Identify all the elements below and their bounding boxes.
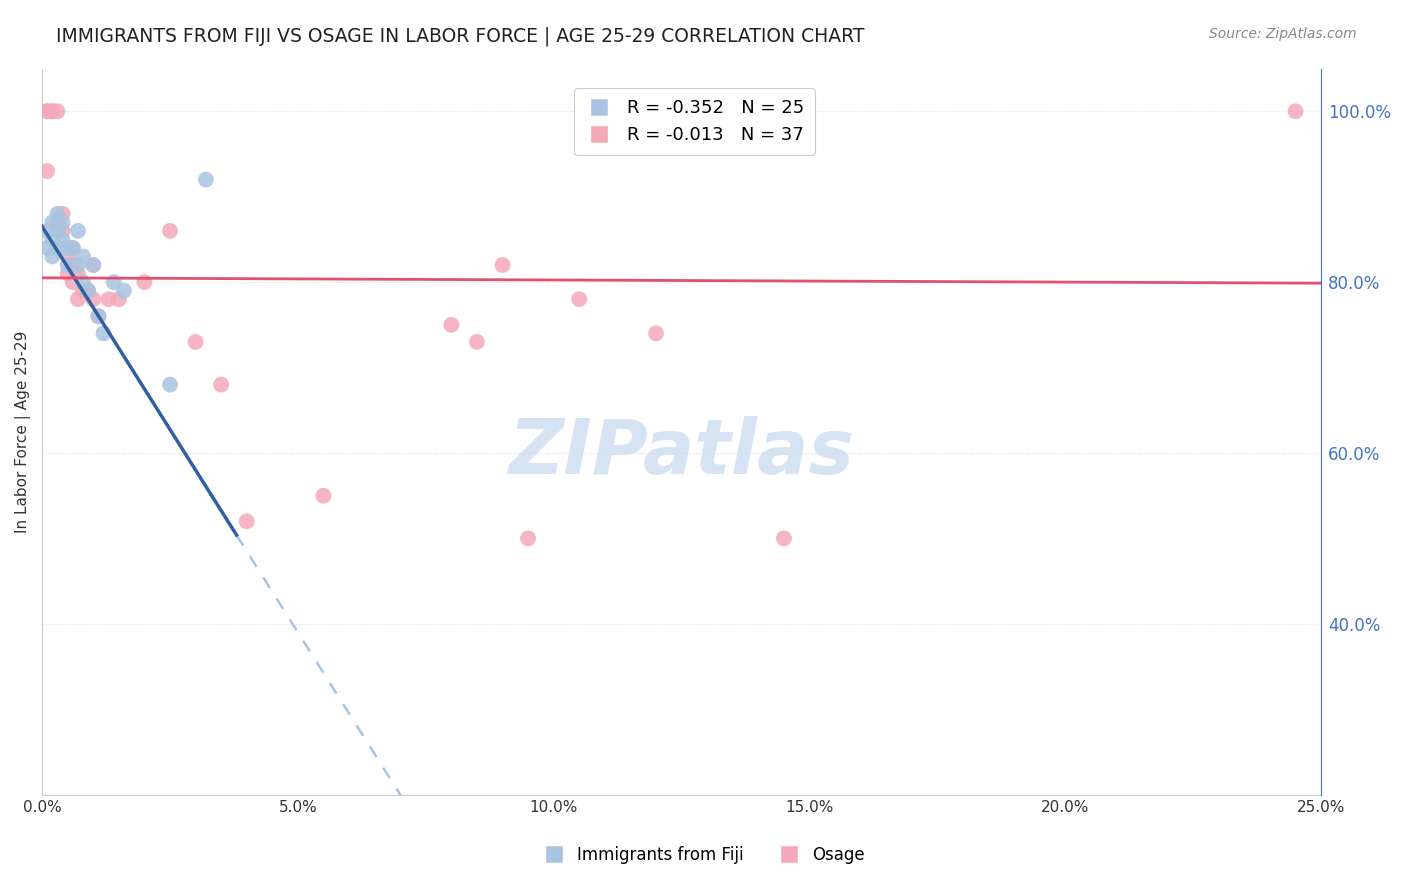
- Point: [62, 258, 84, 272]
- Text: Source: ZipAtlas.com: Source: ZipAtlas.com: [1209, 27, 1357, 41]
- Point: [56, 241, 79, 255]
- Point: [56, 258, 79, 272]
- Point: [41, 215, 63, 229]
- Point: [37, 241, 59, 255]
- Point: [41, 232, 63, 246]
- Point: [56, 267, 79, 281]
- Point: [103, 275, 125, 289]
- Point: [440, 318, 463, 332]
- Point: [66, 292, 89, 306]
- Text: ZIPatlas: ZIPatlas: [509, 417, 855, 491]
- Point: [62, 241, 84, 255]
- Point: [66, 258, 89, 272]
- Point: [41, 104, 63, 119]
- Point: [52, 215, 75, 229]
- Point: [134, 275, 156, 289]
- Point: [46, 104, 69, 119]
- Point: [87, 310, 110, 324]
- Point: [52, 207, 75, 221]
- Point: [568, 292, 591, 306]
- Point: [194, 172, 217, 186]
- Point: [77, 284, 100, 298]
- Point: [82, 292, 104, 306]
- Point: [37, 104, 59, 119]
- Point: [41, 250, 63, 264]
- Point: [312, 489, 335, 503]
- Point: [66, 224, 89, 238]
- Point: [112, 284, 135, 298]
- Point: [491, 258, 513, 272]
- Point: [46, 224, 69, 238]
- Point: [645, 326, 668, 341]
- Point: [52, 224, 75, 238]
- Point: [1284, 104, 1306, 119]
- Point: [82, 258, 104, 272]
- Point: [72, 250, 94, 264]
- Point: [41, 104, 63, 119]
- Point: [465, 334, 488, 349]
- Point: [37, 224, 59, 238]
- Point: [46, 241, 69, 255]
- Point: [93, 326, 115, 341]
- Point: [37, 104, 59, 119]
- Point: [159, 224, 181, 238]
- Point: [184, 334, 207, 349]
- Point: [62, 275, 84, 289]
- Text: IMMIGRANTS FROM FIJI VS OSAGE IN LABOR FORCE | AGE 25-29 CORRELATION CHART: IMMIGRANTS FROM FIJI VS OSAGE IN LABOR F…: [56, 27, 865, 46]
- Legend: R = -0.352   N = 25, R = -0.013   N = 37: R = -0.352 N = 25, R = -0.013 N = 37: [574, 88, 814, 155]
- Point: [82, 258, 104, 272]
- Point: [773, 532, 796, 546]
- Point: [72, 275, 94, 289]
- Point: [108, 292, 131, 306]
- Point: [62, 241, 84, 255]
- Point: [235, 514, 257, 528]
- Point: [66, 267, 89, 281]
- Point: [56, 250, 79, 264]
- Point: [87, 310, 110, 324]
- Point: [46, 215, 69, 229]
- Point: [37, 164, 59, 178]
- Point: [159, 377, 181, 392]
- Point: [52, 232, 75, 246]
- Legend: Immigrants from Fiji, Osage: Immigrants from Fiji, Osage: [536, 839, 870, 871]
- Point: [209, 377, 232, 392]
- Y-axis label: In Labor Force | Age 25-29: In Labor Force | Age 25-29: [15, 330, 31, 533]
- Point: [97, 292, 120, 306]
- Point: [46, 207, 69, 221]
- Point: [77, 284, 100, 298]
- Point: [517, 532, 540, 546]
- Point: [72, 284, 94, 298]
